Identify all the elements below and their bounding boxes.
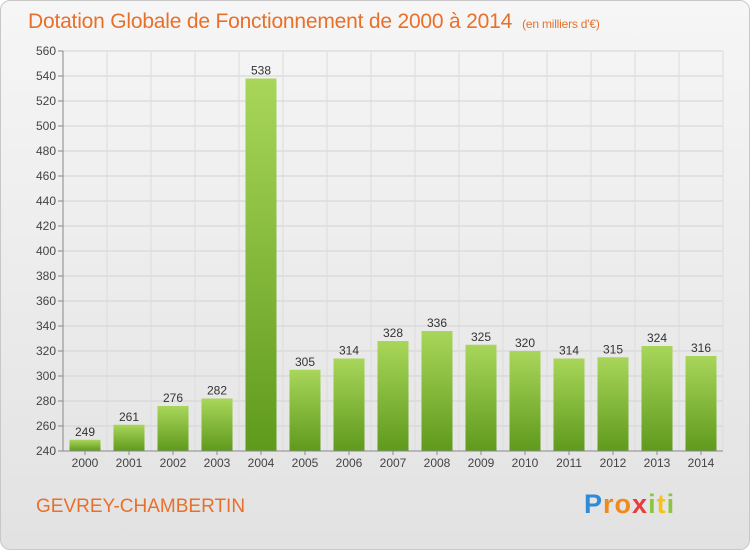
- axes: [58, 50, 723, 455]
- bar-value-label: 316: [691, 341, 711, 355]
- y-tick-label: 340: [36, 319, 56, 333]
- x-tick-label: 2000: [72, 456, 99, 470]
- y-tick-label: 400: [36, 244, 56, 258]
- x-tick-label: 2002: [160, 456, 187, 470]
- y-tick-label: 440: [36, 194, 56, 208]
- x-tick-label: 2014: [688, 456, 715, 470]
- y-tick-label: 540: [36, 69, 56, 83]
- bar-value-label: 249: [75, 425, 95, 439]
- y-tick-label: 520: [36, 94, 56, 108]
- x-tick-label: 2013: [644, 456, 671, 470]
- bar-value-label: 282: [207, 384, 227, 398]
- bar-value-label: 314: [559, 344, 579, 358]
- bar-value-label: 276: [163, 391, 183, 405]
- bar-2004: [245, 78, 277, 451]
- bar-2012: [597, 357, 629, 451]
- bar-2005: [289, 369, 321, 451]
- y-tick-label: 420: [36, 219, 56, 233]
- chart-subtitle: (en milliers d'€): [522, 17, 600, 31]
- logo-letter: i: [648, 489, 657, 519]
- commune-name: GEVREY-CHAMBERTIN: [36, 496, 246, 517]
- y-tick-label: 240: [36, 444, 56, 458]
- y-tick-label: 500: [36, 119, 56, 133]
- bar-value-label: 315: [603, 342, 623, 356]
- logo-letter: o: [614, 489, 633, 519]
- logo-letter: x: [632, 489, 649, 519]
- logo-letter: t: [656, 489, 667, 519]
- bar-value-label: 261: [119, 410, 139, 424]
- x-tick-label: 2011: [556, 456, 582, 470]
- y-tick-label: 320: [36, 344, 56, 358]
- logo-letter: i: [666, 489, 676, 519]
- x-tick-label: 2009: [468, 456, 495, 470]
- x-tick-label: 2010: [512, 456, 539, 470]
- bar-value-label: 324: [647, 331, 667, 345]
- bar-2009: [465, 344, 497, 451]
- proxiti-logo: Proxiti: [584, 489, 675, 520]
- bar-2008: [421, 331, 453, 451]
- y-tick-label: 560: [36, 44, 56, 58]
- bar-value-label: 314: [339, 344, 359, 358]
- y-tick-label: 480: [36, 144, 56, 158]
- chart-title-text: Dotation Globale de Fonctionnement de 20…: [28, 10, 513, 33]
- bars: [69, 78, 717, 451]
- y-tick-label: 300: [36, 369, 56, 383]
- y-tick-label: 460: [36, 169, 56, 183]
- y-tick-label: 380: [36, 269, 56, 283]
- bar-value-label: 538: [251, 64, 271, 78]
- bar-value-label: 325: [471, 330, 491, 344]
- bar-value-label: 336: [427, 316, 447, 330]
- bar-2002: [157, 406, 189, 451]
- labels: 240 260 280 300 320 340 360 380 400 420 440 460 480 5…: [36, 44, 715, 470]
- bar-2011: [553, 358, 585, 451]
- x-tick-label: 2003: [204, 456, 231, 470]
- bar-2000: [69, 439, 101, 451]
- logo-letter: r: [603, 489, 615, 519]
- y-tick-label: 280: [36, 394, 56, 408]
- x-tick-label: 2004: [248, 456, 275, 470]
- bar-2010: [509, 351, 541, 451]
- bar-value-label: 305: [295, 355, 315, 369]
- chart-title: Dotation Globale de Fonctionnement de 20…: [28, 10, 600, 34]
- x-tick-label: 2006: [336, 456, 363, 470]
- bar-value-label: 328: [383, 326, 403, 340]
- x-tick-label: 2012: [600, 456, 627, 470]
- x-tick-label: 2005: [292, 456, 319, 470]
- x-tick-label: 2001: [116, 456, 143, 470]
- x-tick-label: 2008: [424, 456, 451, 470]
- bar-2006: [333, 358, 365, 451]
- y-tick-label: 360: [36, 294, 56, 308]
- x-tick-label: 2007: [380, 456, 407, 470]
- bar-2003: [201, 398, 233, 451]
- bar-value-label: 320: [515, 336, 535, 350]
- logo-letter: P: [584, 489, 604, 519]
- bar-2001: [113, 424, 145, 451]
- bar-2007: [377, 341, 409, 451]
- bar-2014: [685, 356, 717, 451]
- bar-2013: [641, 346, 673, 451]
- y-tick-label: 260: [36, 419, 56, 433]
